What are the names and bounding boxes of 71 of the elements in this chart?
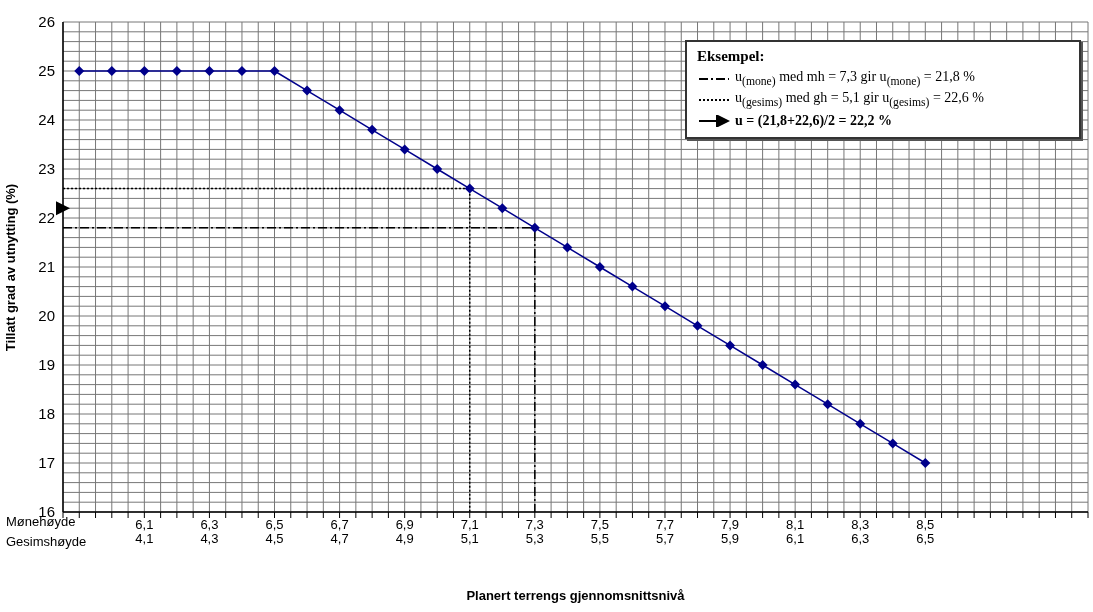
x-tick-label: 6,9 xyxy=(395,517,414,533)
point xyxy=(106,66,117,76)
point xyxy=(529,222,540,233)
x2-tick-label: 4,5 xyxy=(265,531,284,547)
x-tick-label: 8,3 xyxy=(851,517,870,533)
point xyxy=(594,262,605,272)
point xyxy=(855,418,866,429)
y-tick-label: 24 xyxy=(38,111,55,129)
x-tick-label: 6,5 xyxy=(265,517,284,533)
point xyxy=(432,164,443,174)
x-tick-label: 7,7 xyxy=(655,517,675,533)
x-tick-label: 6,7 xyxy=(330,517,349,533)
x-axis-title: Planert terrengs gjennomsnittsnivå xyxy=(465,588,686,603)
x2-tick-label: 5,5 xyxy=(590,531,609,547)
point xyxy=(725,340,736,351)
point xyxy=(139,66,150,76)
x2-tick-label: 5,9 xyxy=(721,531,740,547)
point xyxy=(302,85,313,96)
point xyxy=(497,203,508,214)
point xyxy=(464,183,475,194)
y-tick-label: 17 xyxy=(38,454,55,472)
point xyxy=(74,66,85,76)
x-tick-label: 8,1 xyxy=(786,517,805,533)
x2-tick-label: 4,3 xyxy=(200,531,219,547)
point xyxy=(334,105,345,116)
point xyxy=(822,399,833,410)
point xyxy=(790,379,801,390)
point xyxy=(692,320,703,331)
y-axis-title: Tillatt grad av utnytting (%) xyxy=(3,183,19,351)
point xyxy=(56,201,70,216)
x2-tick-label: 5,3 xyxy=(525,531,544,547)
point xyxy=(236,66,247,76)
x-tick-label: 6,1 xyxy=(135,517,154,533)
point xyxy=(399,144,410,155)
legend-label: u$_{(gesims)}$ med gh = 5,1 gir u$_{(gesims)}$ = 22,6 % xyxy=(735,90,984,109)
x-tick-label: 7,3 xyxy=(525,517,544,533)
point xyxy=(269,66,280,76)
point xyxy=(171,66,182,76)
x2-tick-label: 4,1 xyxy=(135,531,154,547)
legend-title: Eksempel: xyxy=(697,48,766,65)
y-tick-label: 22 xyxy=(38,209,55,227)
text: Gesimshøyde xyxy=(6,534,87,549)
point xyxy=(367,124,378,135)
x2-tick-label: 4,7 xyxy=(330,531,349,547)
x-tick-label: 7,5 xyxy=(590,517,609,533)
x-tick-label: 6,3 xyxy=(200,517,219,533)
point xyxy=(887,438,898,449)
y-tick-label: 20 xyxy=(38,307,55,325)
x2-tick-label: 6,1 xyxy=(786,531,805,547)
x-tick-label: 8,5 xyxy=(916,517,935,533)
point xyxy=(659,301,670,312)
point xyxy=(204,66,215,76)
y-tick-label: 18 xyxy=(38,405,55,423)
legend-label: u = (21,8+22,6)/2 = 22,2 % xyxy=(735,112,892,129)
x2-tick-label: 5,7 xyxy=(655,531,675,547)
x2-tick-label: 6,3 xyxy=(851,531,870,547)
x2-tick-label: 4,9 xyxy=(395,531,414,547)
x2-tick-label: 6,5 xyxy=(916,531,935,547)
point xyxy=(920,458,931,468)
x-tick-label: 7,1 xyxy=(460,517,479,533)
x2-tick-label: 5,1 xyxy=(460,531,479,547)
y-tick-label: 26 xyxy=(38,13,55,31)
y-tick-label: 21 xyxy=(38,258,55,276)
y-tick-label: 19 xyxy=(38,356,55,374)
y-tick-label: 23 xyxy=(38,160,55,178)
y-tick-label: 25 xyxy=(38,62,55,80)
x-tick-label: 7,9 xyxy=(721,517,740,533)
legend-label: u$_{(mone)}$ med mh = 7,3 gir u$_{(mone)}$ = 21,8 % xyxy=(735,69,975,88)
point xyxy=(562,242,573,253)
point xyxy=(757,360,768,370)
point xyxy=(627,281,638,292)
